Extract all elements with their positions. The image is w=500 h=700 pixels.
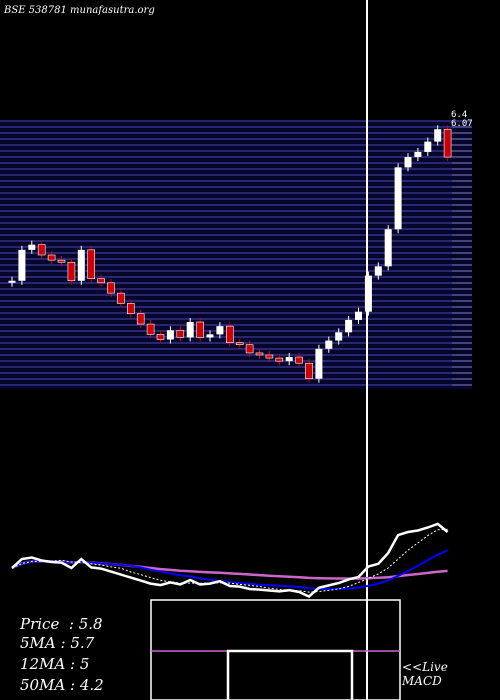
stat-5ma: 5MA : 5.7 (20, 634, 95, 652)
candle (265, 354, 274, 359)
candle (345, 319, 353, 333)
price-line (11, 522, 449, 598)
candle (226, 325, 234, 343)
candle (206, 334, 214, 338)
candle (384, 229, 392, 267)
stat-price: Price : 5.8 (20, 615, 103, 633)
candle (97, 278, 105, 284)
candle (77, 249, 85, 281)
stat-12ma: 12MA : 5 (20, 655, 90, 673)
candle (8, 280, 16, 283)
candle (355, 311, 362, 320)
candle (364, 275, 372, 312)
candle (166, 330, 174, 340)
candle (275, 357, 284, 362)
candle (37, 244, 46, 256)
candle (28, 244, 36, 250)
chart-header: BSE 538781 munafasutra.org (4, 5, 155, 16)
candle (394, 167, 402, 230)
candle (67, 261, 76, 282)
candle (186, 322, 194, 338)
candle (136, 313, 145, 325)
candle (335, 332, 343, 341)
macd-label[interactable]: <<Live MACD (402, 660, 448, 688)
candle (117, 292, 125, 304)
candle (315, 348, 323, 379)
candle (285, 357, 293, 362)
candle (434, 129, 442, 142)
candle (245, 344, 254, 354)
candle (295, 356, 303, 364)
ma5-line (11, 528, 448, 593)
stat-50ma: 50MA : 4.2 (20, 676, 104, 694)
candle (176, 329, 185, 338)
candle (414, 151, 422, 158)
candle (47, 254, 56, 261)
macd-line (226, 649, 354, 700)
candle (374, 266, 382, 276)
price-label-high: 6.4 (451, 110, 468, 120)
candle (216, 326, 224, 335)
candle (57, 259, 66, 263)
candle (255, 352, 264, 356)
macd-box (150, 599, 401, 700)
candle (127, 303, 135, 315)
candle (107, 282, 115, 294)
candle (18, 249, 26, 281)
price-label-top: 6.4 6.07 (451, 111, 473, 129)
candle (325, 340, 333, 349)
candle (424, 141, 432, 152)
candle (196, 321, 204, 338)
candle (87, 249, 95, 280)
candle (146, 323, 155, 335)
candle (235, 342, 244, 345)
price-label-current: 6.07 (451, 119, 473, 129)
candle (443, 128, 452, 158)
candle (404, 157, 412, 168)
candle (156, 334, 165, 340)
candle (305, 362, 313, 379)
